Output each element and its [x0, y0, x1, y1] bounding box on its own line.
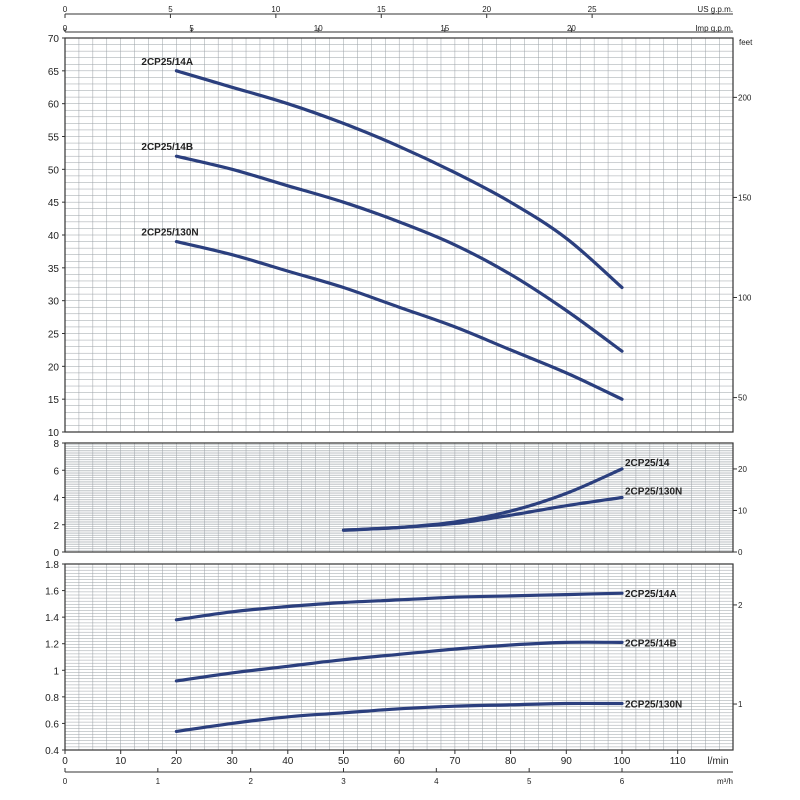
y-tick-label: 15	[48, 395, 60, 406]
y-tick-label: 0.4	[45, 746, 59, 757]
frame-layer	[62, 13, 737, 773]
x-tick-label: 70	[449, 756, 461, 767]
right-tick-label: 0	[738, 548, 743, 557]
y-tick-label: 20	[48, 362, 60, 373]
series-label: 2CP25/14A	[141, 57, 193, 68]
right-tick-label: 150	[738, 193, 752, 202]
series-label: 2CP25/130N	[141, 228, 198, 239]
y-tick-label: 70	[48, 34, 60, 45]
right-tick-label: 50	[738, 394, 747, 403]
curve-head-2cp25-14b	[174, 154, 624, 353]
x-axis-unit-lmin: l/min	[707, 756, 728, 767]
curve-head-2cp25-14a	[174, 69, 624, 290]
us-gpm-tick-label: 20	[482, 5, 491, 14]
imp-gpm-tick-label: 20	[567, 24, 576, 33]
m3h-tick-label: 5	[527, 777, 532, 786]
y-tick-label: 35	[48, 264, 60, 275]
m3h-tick-label: 2	[248, 777, 253, 786]
curve-power-2cp25-130n	[174, 701, 624, 733]
m3h-axis-unit: m³/h	[717, 777, 733, 786]
m3h-tick-label: 4	[434, 777, 439, 786]
right-tick-label: 200	[738, 93, 752, 102]
y-tick-label: 4	[53, 494, 59, 505]
y-tick-label: 1.8	[45, 560, 59, 571]
series-label: 2CP25/14B	[141, 142, 193, 153]
y-tick-label: 8	[53, 439, 59, 450]
imp-gpm-tick-label: 5	[189, 24, 194, 33]
curve-power-2cp25-14a	[174, 591, 624, 622]
curve-power-2cp25-14b	[174, 640, 624, 683]
curve-npsh-2cp25-130n	[341, 495, 624, 532]
y-tick-label: 2	[53, 521, 59, 532]
x-tick-label: 10	[115, 756, 127, 767]
text-layer: 10152025303540455055606570024680.40.60.8…	[45, 5, 753, 786]
x-tick-label: 40	[282, 756, 294, 767]
series-label: 2CP25/130N	[625, 487, 682, 498]
imp-gpm-axis-unit: Imp g.p.m.	[695, 24, 733, 33]
right-axis-title: feet	[739, 38, 753, 47]
x-tick-label: 80	[505, 756, 517, 767]
y-tick-label: 40	[48, 231, 60, 242]
y-tick-label: 45	[48, 198, 60, 209]
imp-gpm-tick-label: 0	[63, 24, 68, 33]
y-tick-label: 50	[48, 165, 60, 176]
x-tick-label: 60	[394, 756, 406, 767]
imp-gpm-tick-label: 10	[314, 24, 323, 33]
y-tick-label: 55	[48, 133, 60, 144]
y-tick-label: 0.8	[45, 693, 59, 704]
m3h-tick-label: 3	[341, 777, 346, 786]
y-tick-label: 1.6	[45, 587, 59, 598]
y-tick-label: 1	[53, 666, 59, 677]
x-tick-label: 90	[561, 756, 573, 767]
curve-head-2cp25-130n	[174, 240, 624, 401]
x-tick-label: 100	[614, 756, 631, 767]
series-label: 2CP25/14B	[625, 638, 677, 649]
m3h-tick-label: 0	[63, 777, 68, 786]
right-tick-label: 10	[738, 506, 747, 515]
us-gpm-tick-label: 0	[63, 5, 68, 14]
y-tick-label: 1.4	[45, 613, 59, 624]
y-tick-label: 10	[48, 428, 60, 439]
y-tick-label: 30	[48, 297, 60, 308]
right-tick-label: 100	[738, 294, 752, 303]
y-tick-label: 1.2	[45, 640, 59, 651]
us-gpm-axis-unit: US g.p.m.	[697, 5, 733, 14]
right-tick-label: 1	[738, 700, 743, 709]
y-tick-label: 0	[53, 548, 59, 559]
us-gpm-tick-label: 10	[271, 5, 280, 14]
x-tick-label: 110	[670, 756, 686, 767]
m3h-tick-label: 1	[156, 777, 161, 786]
us-gpm-tick-label: 5	[168, 5, 173, 14]
imp-gpm-tick-label: 15	[440, 24, 449, 33]
right-tick-label: 2	[738, 601, 743, 610]
us-gpm-tick-label: 15	[377, 5, 386, 14]
y-tick-label: 65	[48, 67, 60, 78]
series-label: 2CP25/14	[625, 458, 670, 469]
x-tick-label: 30	[227, 756, 239, 767]
y-tick-label: 25	[48, 330, 60, 341]
x-tick-label: 50	[338, 756, 350, 767]
series-label: 2CP25/14A	[625, 589, 677, 600]
right-tick-label: 20	[738, 465, 747, 474]
series-label: 2CP25/130N	[625, 700, 682, 711]
curve-layer	[174, 69, 624, 733]
y-tick-label: 6	[53, 466, 59, 477]
us-gpm-tick-label: 25	[588, 5, 597, 14]
y-tick-label: 0.6	[45, 719, 59, 730]
y-tick-label: 60	[48, 100, 60, 111]
x-tick-label: 20	[171, 756, 183, 767]
x-tick-label: 0	[62, 756, 68, 767]
m3h-tick-label: 6	[620, 777, 625, 786]
